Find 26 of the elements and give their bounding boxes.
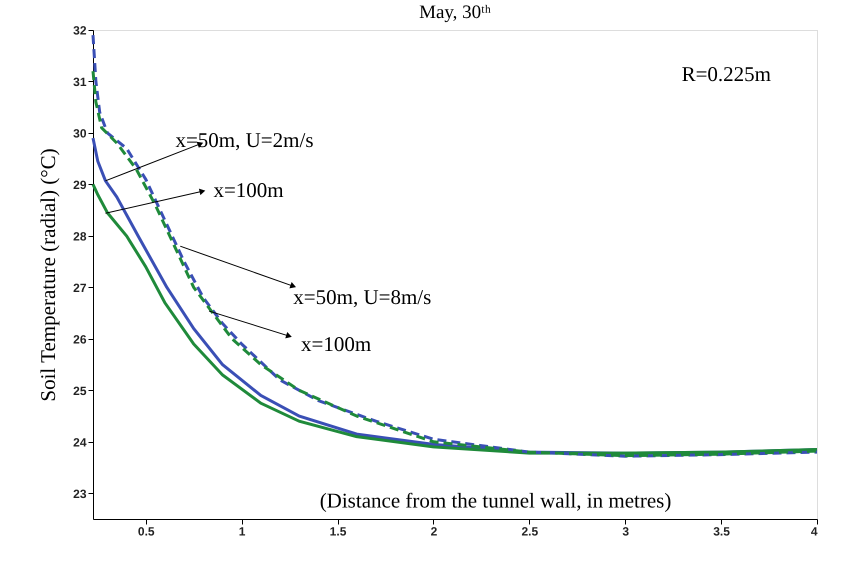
x-tick-label: 3.5 [713, 524, 730, 538]
annotation: x=50m, U=2m/s [175, 128, 314, 152]
x-tick-label: 4 [810, 524, 818, 538]
annotation: x=50m, U=8m/s [293, 285, 432, 310]
annotation: R=0.225m [682, 62, 771, 86]
x-tick-label: 0.5 [138, 524, 155, 538]
y-tick-label: 32 [73, 24, 87, 38]
annotation: x=100m [213, 178, 284, 202]
y-tick-label: 26 [73, 332, 87, 346]
x-tick-label: 1.5 [330, 524, 347, 538]
y-tick-label: 23 [73, 486, 87, 501]
x-tick-label: 2.5 [521, 524, 538, 538]
x-tick-label: 3 [622, 524, 630, 538]
x-tick-label: 2 [430, 524, 438, 538]
y-tick-label: 29 [73, 178, 87, 192]
y-tick-label: 30 [73, 126, 87, 140]
y-tick-label: 28 [73, 229, 87, 244]
chart-title: May, 30ᵗʰ [419, 2, 491, 23]
y-tick-label: 31 [73, 74, 87, 89]
annotation: x=100m [301, 332, 372, 356]
x-tick-label: 1 [238, 524, 246, 538]
y-tick-label: 25 [73, 384, 87, 398]
x-axis-title: (Distance from the tunnel wall, in metres) [320, 488, 672, 512]
y-tick-label: 27 [73, 280, 87, 295]
y-tick-label: 24 [73, 435, 87, 450]
y-axis-title: Soil Temperature (radial) (°C) [36, 148, 60, 402]
